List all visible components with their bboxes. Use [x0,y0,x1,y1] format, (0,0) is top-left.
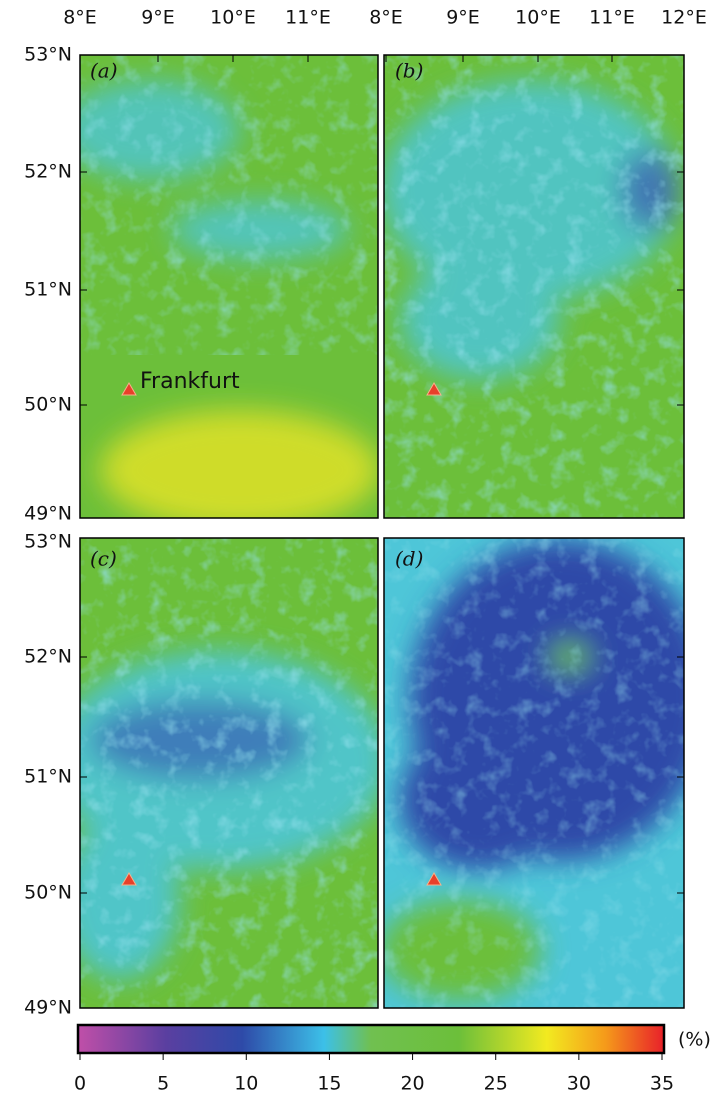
lat-label: 51°N [24,766,72,788]
lon-label: 9°E [141,7,175,29]
panel-label: (b) [395,59,423,83]
map-panel [380,55,684,518]
lon-label: 12°E [661,7,707,29]
lat-label: 53°N [24,44,72,66]
lat-label: 52°N [24,161,72,183]
map-panel [380,538,710,1008]
colorbar-tick-label: 25 [484,1073,508,1095]
figure: Frankfurt (%) 8°E 9°E 10°E 11°E 8°E 9°E 10°E 11… [0,0,713,1102]
lon-label: 8°E [63,7,97,29]
lat-label: 50°N [24,394,72,416]
lon-label: 11°E [285,7,331,29]
map-panel [60,55,380,530]
lat-label: 51°N [24,279,72,301]
lon-label: 10°E [210,7,256,29]
lon-label: 10°E [515,7,561,29]
panel-label: (a) [90,59,118,83]
city-label: Frankfurt [140,369,240,394]
panel-label: (d) [395,547,423,571]
colorbar-tick-label: 10 [234,1073,258,1095]
colorbar-tick-label: 20 [400,1073,424,1095]
map-panel [50,538,390,1008]
lat-label: 49°N [24,997,72,1019]
colorbar-tick-label: 15 [317,1073,341,1095]
lat-label: 49°N [24,503,72,525]
colorbar-tick-label: 35 [650,1073,674,1095]
colorbar-tick-label: 0 [74,1073,86,1095]
lon-label: 9°E [446,7,480,29]
lat-label: 52°N [24,646,72,668]
colorbar-tick-label: 30 [567,1073,591,1095]
colorbar-unit: (%) [678,1029,711,1051]
lat-label: 53°N [24,531,72,553]
colorbar-tick-label: 5 [157,1073,169,1095]
lon-label: 8°E [369,7,403,29]
colorbar [78,1025,664,1053]
panel-label: (c) [90,547,117,571]
lon-label: 11°E [589,7,635,29]
lat-label: 50°N [24,882,72,904]
